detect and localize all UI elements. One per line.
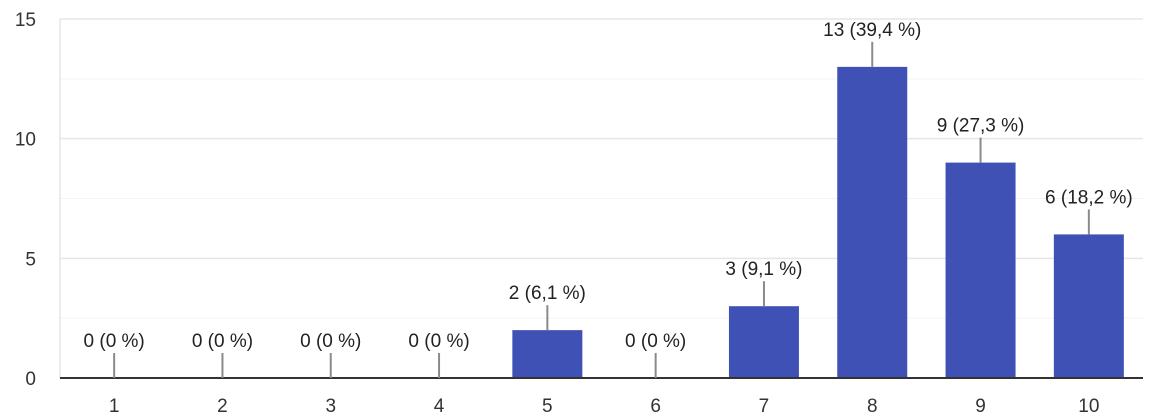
x-tick-label: 10	[1078, 396, 1099, 417]
data-label: 9 (27,3 %)	[937, 116, 1025, 137]
x-tick-label: 8	[867, 396, 878, 417]
bar	[728, 306, 799, 378]
x-axis-ticks: 1 2 3 4 5 6 7 8 9 10	[109, 396, 1100, 417]
data-labels: 0 (0 %) 0 (0 %) 0 (0 %) 0 (0 %) 2 (6,1 %) 0 (…	[84, 20, 1133, 352]
x-tick-label: 7	[759, 396, 770, 417]
y-tick-label: 15	[15, 10, 36, 31]
data-label: 3 (9,1 %)	[725, 259, 802, 280]
y-tick-label: 10	[15, 130, 36, 151]
x-tick-label: 5	[542, 396, 553, 417]
x-tick-label: 6	[650, 396, 661, 417]
data-label: 0 (0 %)	[300, 331, 361, 352]
data-label: 2 (6,1 %)	[509, 283, 586, 304]
data-label: 13 (39,4 %)	[823, 20, 921, 41]
x-tick-label: 9	[975, 396, 986, 417]
bar	[837, 66, 908, 378]
y-tick-label: 5	[25, 249, 36, 270]
y-axis-ticks: 0 5 10 15	[15, 10, 36, 390]
x-tick-label: 4	[434, 396, 445, 417]
x-tick-label: 1	[109, 396, 120, 417]
bar	[1053, 234, 1124, 378]
label-connectors	[113, 41, 1090, 378]
x-tick-label: 3	[325, 396, 336, 417]
x-tick-label: 2	[217, 396, 228, 417]
data-label: 6 (18,2 %)	[1045, 187, 1133, 208]
data-label: 0 (0 %)	[192, 331, 253, 352]
data-label: 0 (0 %)	[408, 331, 469, 352]
grid-lines	[59, 18, 1143, 378]
bar	[512, 330, 583, 378]
data-label: 0 (0 %)	[625, 331, 686, 352]
y-tick-label: 0	[25, 369, 36, 390]
bar	[945, 162, 1016, 378]
bars	[512, 66, 1124, 378]
data-label: 0 (0 %)	[84, 331, 145, 352]
